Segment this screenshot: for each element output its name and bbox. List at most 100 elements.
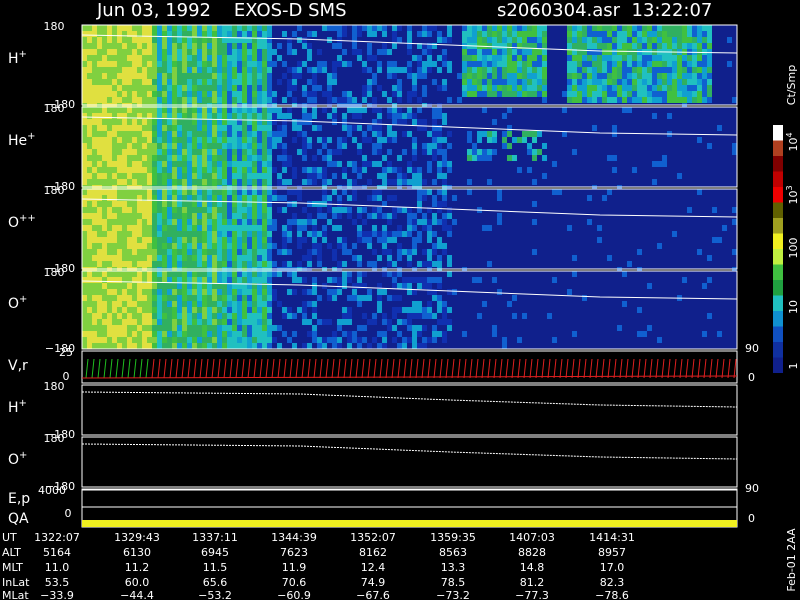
spectro-cell xyxy=(117,237,122,243)
colorbar-cell xyxy=(773,140,783,156)
spectro-cell xyxy=(317,137,322,143)
spectro-cell xyxy=(147,219,152,225)
spectro-cell xyxy=(302,37,307,43)
spectro-cell xyxy=(172,271,177,277)
spectro-cell xyxy=(222,271,227,277)
spectro-cell xyxy=(117,319,122,325)
spectro-cell xyxy=(502,55,507,61)
spectro-cell xyxy=(627,261,632,267)
spectro-cell xyxy=(672,231,677,237)
spectro-cell xyxy=(152,131,157,137)
spectro-cell xyxy=(332,289,337,295)
spectro-cell xyxy=(242,283,247,289)
spectro-cell xyxy=(342,313,347,319)
spectro-cell xyxy=(372,161,377,167)
spectro-cell xyxy=(237,207,242,213)
spectro-cell xyxy=(132,161,137,167)
spectro-cell xyxy=(282,231,287,237)
spectro-cell xyxy=(257,313,262,319)
spectro-cell xyxy=(122,55,127,61)
spectro-cell xyxy=(382,243,387,249)
spectro-cell xyxy=(602,73,607,79)
spectro-cell xyxy=(427,231,432,237)
spectro-cell xyxy=(82,207,87,213)
spectro-cell xyxy=(432,313,437,319)
spectro-cell xyxy=(437,267,442,273)
spectro-cell xyxy=(432,195,437,201)
spectro-cell xyxy=(182,295,187,301)
spectro-cell xyxy=(177,131,182,137)
spectro-cell xyxy=(202,103,207,109)
spectro-cell xyxy=(637,249,642,255)
spectro-cell xyxy=(82,125,87,131)
spectro-cell xyxy=(667,25,672,31)
spectro-cell xyxy=(192,307,197,313)
spectro-cell xyxy=(422,119,427,125)
spectro-cell xyxy=(102,313,107,319)
spectro-cell xyxy=(462,49,467,55)
vr-tick xyxy=(229,358,233,379)
spectro-cell xyxy=(92,97,97,103)
spectro-cell xyxy=(677,25,682,31)
spectro-cell xyxy=(202,313,207,319)
spectro-cell xyxy=(392,61,397,67)
spectro-cell xyxy=(467,49,472,55)
spectro-cell xyxy=(187,343,192,349)
spectro-cell xyxy=(197,31,202,37)
spectro-cell xyxy=(177,219,182,225)
spectro-cell xyxy=(632,73,637,79)
spectro-cell xyxy=(422,143,427,149)
spectro-cell xyxy=(202,161,207,167)
spectro-cell xyxy=(537,61,542,67)
spectro-cell xyxy=(242,31,247,37)
panel-label: He+ xyxy=(8,131,36,149)
spectro-cell xyxy=(267,43,272,49)
spectro-cell xyxy=(252,207,257,213)
spectro-cell xyxy=(247,49,252,55)
spectro-cell xyxy=(87,131,92,137)
spectro-cell xyxy=(632,31,637,37)
spectro-cell xyxy=(427,219,432,225)
spectro-cell xyxy=(102,255,107,261)
spectro-cell xyxy=(267,107,272,113)
spectro-cell xyxy=(522,137,527,143)
spectro-cell xyxy=(382,343,387,349)
spectro-cell xyxy=(357,25,362,31)
spectro-cell xyxy=(132,343,137,349)
spectro-cell xyxy=(157,267,162,273)
spectro-cell xyxy=(437,243,442,249)
spectro-cell xyxy=(157,313,162,319)
spectro-cell xyxy=(132,85,137,91)
spectro-cell xyxy=(652,43,657,49)
spectro-cell xyxy=(422,337,427,343)
spectro-cell xyxy=(437,201,442,207)
spectro-cell xyxy=(222,255,227,261)
spectro-cell xyxy=(432,213,437,219)
spectro-cell xyxy=(217,173,222,179)
spectro-cell xyxy=(267,79,272,85)
spectro-cell xyxy=(87,243,92,249)
spectro-cell xyxy=(97,295,102,301)
spectro-cell xyxy=(207,137,212,143)
spectro-cell xyxy=(407,231,412,237)
spectro-cell xyxy=(722,225,727,231)
spectro-cell xyxy=(537,91,542,97)
spectro-cell xyxy=(577,25,582,31)
spectro-cell xyxy=(137,85,142,91)
spectro-cell xyxy=(87,231,92,237)
spectro-cell xyxy=(102,301,107,307)
spectro-cell xyxy=(257,179,262,185)
spectro-cell xyxy=(217,103,222,109)
vr-tick xyxy=(445,358,449,379)
spectro-cell xyxy=(157,25,162,31)
spectro-cell xyxy=(172,137,177,143)
spectro-cell xyxy=(122,25,127,31)
spectro-cell xyxy=(267,237,272,243)
spectro-cell xyxy=(732,143,737,149)
spectro-cell xyxy=(137,289,142,295)
spectro-cell xyxy=(152,43,157,49)
spectro-cell xyxy=(117,255,122,261)
spectro-cell xyxy=(202,131,207,137)
spectro-cell xyxy=(707,43,712,49)
spectro-cell xyxy=(232,25,237,31)
